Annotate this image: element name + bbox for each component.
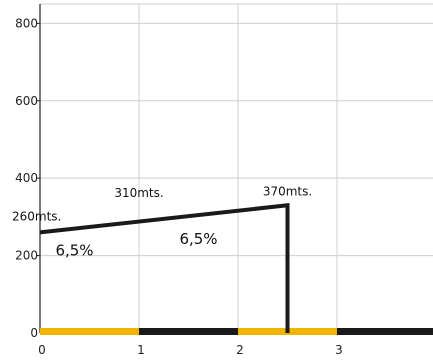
annotation-layer: 260mts. 310mts. 370mts. 6,5% 6,5% — [12, 184, 312, 259]
profile-line — [39, 203, 290, 333]
axes: 200400600800001234 — [15, 4, 343, 357]
base-bar-segment — [40, 328, 139, 335]
annotation-label: 6,5% — [179, 230, 217, 248]
x-tick-label: 2 — [236, 343, 244, 357]
y-tick-label: 200 — [15, 249, 38, 263]
y-tick-label: 0 — [30, 326, 38, 340]
annotation-label: 260mts. — [12, 209, 61, 223]
x-tick-label: 3 — [335, 343, 343, 357]
series-layer — [39, 203, 290, 333]
y-tick-label: 600 — [15, 94, 38, 108]
grid-lines — [40, 3, 433, 333]
annotation-label: 370mts. — [263, 184, 312, 198]
base-bar-segment — [139, 328, 238, 335]
annotation-label: 6,5% — [55, 242, 93, 260]
base-bar — [40, 328, 433, 335]
base-bar-segment — [337, 328, 433, 335]
annotation-label: 310mts. — [114, 186, 163, 200]
x-tick-label: 1 — [137, 343, 145, 357]
y-tick-label: 400 — [15, 171, 38, 185]
y-tick-label: 800 — [15, 16, 38, 30]
x-tick-label: 0 — [38, 343, 46, 357]
